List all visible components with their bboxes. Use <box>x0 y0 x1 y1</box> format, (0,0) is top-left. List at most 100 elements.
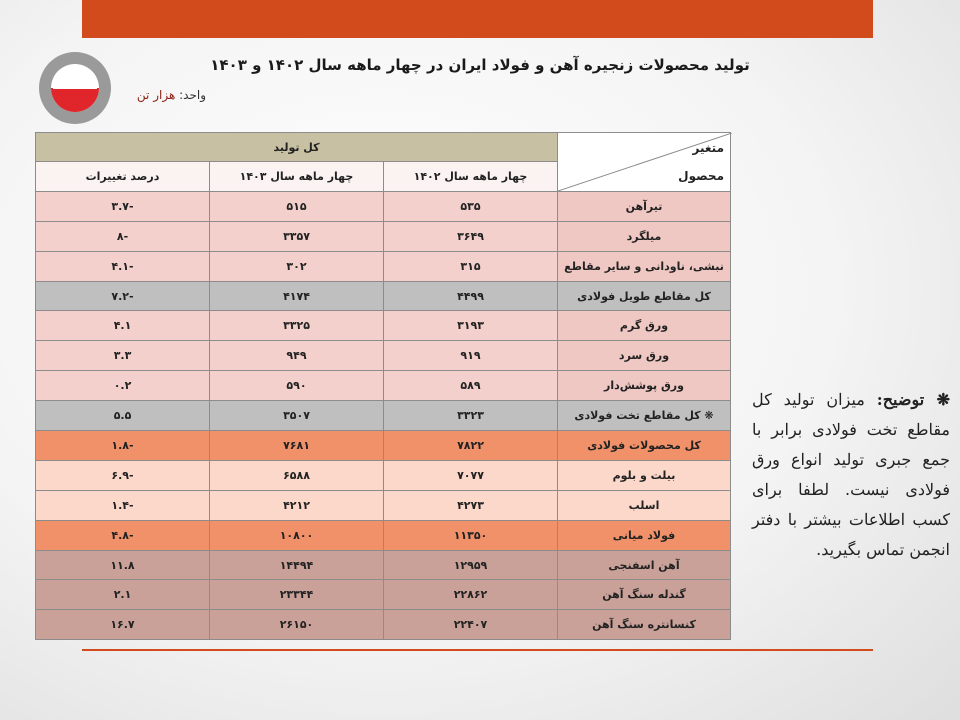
table-row: میلگرد ۳۶۴۹ ۳۳۵۷ -۸ <box>35 220 731 252</box>
logo <box>39 52 111 124</box>
logo-red <box>51 88 99 112</box>
cell: ۲۲۴۰۷ <box>383 609 558 641</box>
row-label: ورق پوشش‌دار <box>557 370 731 402</box>
table-row: تیرآهن ۵۳۵ ۵۱۵ -۳.۷ <box>35 190 731 222</box>
cell: ۱۲۹۵۹ <box>383 549 558 581</box>
table-row: ورق گرم ۳۱۹۳ ۳۳۲۵ ۴.۱ <box>35 310 731 342</box>
cell: ۳۳۲۵ <box>209 310 384 342</box>
table-row: کنسانتره سنگ آهن ۲۲۴۰۷ ۲۶۱۵۰ ۱۶.۷ <box>35 609 731 641</box>
cell: ۷۰۷۷ <box>383 459 558 491</box>
subheader-row: چهار ماهه سال ۱۴۰۲ چهار ماهه سال ۱۴۰۳ درصد… <box>35 161 731 192</box>
table-row: نبشی، ناودانی و سایر مقاطع ۳۱۵ ۳۰۲ -۴.۱ <box>35 250 731 282</box>
cell: -۱.۴ <box>35 489 210 521</box>
cell: ۹۴۹ <box>209 340 384 372</box>
table-row: کل مقاطع طویل فولادی ۴۴۹۹ ۴۱۷۴ -۷.۲ <box>35 280 731 312</box>
cell: -۳.۷ <box>35 190 210 222</box>
unit: واحد: هزار تن <box>100 88 206 102</box>
row-label: کل محصولات فولادی <box>557 430 731 461</box>
cell: ۴۱۷۴ <box>209 280 384 312</box>
cell: ۲۶۱۵۰ <box>209 609 384 641</box>
row-label: ❋ کل مقاطع تخت فولادی <box>557 400 731 432</box>
table-row: اسلب ۴۲۷۳ ۴۲۱۲ -۱.۴ <box>35 489 731 521</box>
row-label: ورق سرد <box>557 340 731 372</box>
cell: -۴.۸ <box>35 519 210 551</box>
bottom-rule <box>82 649 873 651</box>
row-label: تیرآهن <box>557 190 731 222</box>
cell: ۷۶۸۱ <box>209 430 384 461</box>
top-bar <box>82 0 873 38</box>
cell: ۳۱۵ <box>383 250 558 282</box>
corner-diagonal <box>558 133 732 191</box>
row-label: نبشی، ناودانی و سایر مقاطع <box>557 250 731 282</box>
table-row: ورق پوشش‌دار ۵۸۹ ۵۹۰ ۰.۲ <box>35 370 731 402</box>
row-label: کنسانتره سنگ آهن <box>557 609 731 641</box>
cell: ۵۹۰ <box>209 370 384 402</box>
cell: ۳۳۵۷ <box>209 220 384 252</box>
cell: ۵.۵ <box>35 400 210 432</box>
header-row: متغیر محصول کل تولید <box>35 132 732 192</box>
cell: ۵۸۹ <box>383 370 558 402</box>
cell: ۳۱۹۳ <box>383 310 558 342</box>
cell: ۱۶.۷ <box>35 609 210 641</box>
diagonal-line <box>558 133 732 191</box>
row-label: کل مقاطع طویل فولادی <box>557 280 731 312</box>
cell: ۱۴۴۹۴ <box>209 549 384 581</box>
table-body: متغیر محصول کل تولید چهار ماهه سال ۱۴۰۲ چ… <box>35 132 732 641</box>
cell: ۳۳۲۳ <box>383 400 558 432</box>
cell: -۱.۸ <box>35 430 210 461</box>
cell: ۲۲۸۶۲ <box>383 579 558 611</box>
corner-top: متغیر <box>692 141 724 155</box>
cell: ۴۲۱۲ <box>209 489 384 521</box>
cell: ۳۶۴۹ <box>383 220 558 252</box>
cell: -۶.۹ <box>35 459 210 491</box>
corner-bottom: محصول <box>678 169 724 183</box>
table-row: کل محصولات فولادی ۷۸۲۲ ۷۶۸۱ -۱.۸ <box>35 430 731 461</box>
cell: ۵۳۵ <box>383 190 558 222</box>
title: تولید محصولات زنجیره آهن و فولاد ایران د… <box>210 56 750 74</box>
cell: ۱۱.۸ <box>35 549 210 581</box>
row-label: ورق گرم <box>557 310 731 342</box>
cell: ۳.۳ <box>35 340 210 372</box>
cell: ۱۰۸۰۰ <box>209 519 384 551</box>
cell: ۶۵۸۸ <box>209 459 384 491</box>
note-text: میزان تولید کل مقاطع تخت فولادی برابر با… <box>752 390 950 559</box>
cell: ۹۱۹ <box>383 340 558 372</box>
table-row: ورق سرد ۹۱۹ ۹۴۹ ۳.۳ <box>35 340 731 372</box>
column-header: درصد تغییرات <box>35 161 210 192</box>
unit-value: هزار تن <box>136 88 176 102</box>
cell: ۴۲۷۳ <box>383 489 558 521</box>
row-label: آهن اسفنجی <box>557 549 731 581</box>
corner-cell: متغیر محصول <box>557 132 732 192</box>
row-label: گندله سنگ آهن <box>557 579 731 611</box>
table-row: گندله سنگ آهن ۲۲۸۶۲ ۲۳۳۴۴ ۲.۱ <box>35 579 731 611</box>
table-row: بیلت و بلوم ۷۰۷۷ ۶۵۸۸ -۶.۹ <box>35 459 731 491</box>
cell: ۳۵۰۷ <box>209 400 384 432</box>
cell: ۲.۱ <box>35 579 210 611</box>
row-label: میلگرد <box>557 220 731 252</box>
table-row: ❋ کل مقاطع تخت فولادی ۳۳۲۳ ۳۵۰۷ ۵.۵ <box>35 400 731 432</box>
note-label: ❋ توضیح: <box>876 390 950 409</box>
row-label: فولاد میانی <box>557 519 731 551</box>
cell: ۰.۲ <box>35 370 210 402</box>
table: متغیر محصول کل تولید چهار ماهه سال ۱۴۰۲ چ… <box>35 132 732 641</box>
cell: -۸ <box>35 220 210 252</box>
note: ❋ توضیح: میزان تولید کل مقاطع تخت فولادی… <box>752 385 950 565</box>
cell: ۴۴۹۹ <box>383 280 558 312</box>
cell: ۳۰۲ <box>209 250 384 282</box>
cell: ۵۱۵ <box>209 190 384 222</box>
column-header: چهار ماهه سال ۱۴۰۲ <box>383 161 558 192</box>
table-row: فولاد میانی ۱۱۳۵۰ ۱۰۸۰۰ -۴.۸ <box>35 519 731 551</box>
row-label: اسلب <box>557 489 731 521</box>
cell: -۷.۲ <box>35 280 210 312</box>
row-label: بیلت و بلوم <box>557 459 731 491</box>
cell: ۴.۱ <box>35 310 210 342</box>
table-row: آهن اسفنجی ۱۲۹۵۹ ۱۴۴۹۴ ۱۱.۸ <box>35 549 731 581</box>
cell: -۴.۱ <box>35 250 210 282</box>
cell: ۲۳۳۴۴ <box>209 579 384 611</box>
logo-band <box>53 84 97 89</box>
cell: ۷۸۲۲ <box>383 430 558 461</box>
unit-label: واحد: <box>179 88 206 102</box>
group-header: کل تولید <box>35 132 558 162</box>
cell: ۱۱۳۵۰ <box>383 519 558 551</box>
